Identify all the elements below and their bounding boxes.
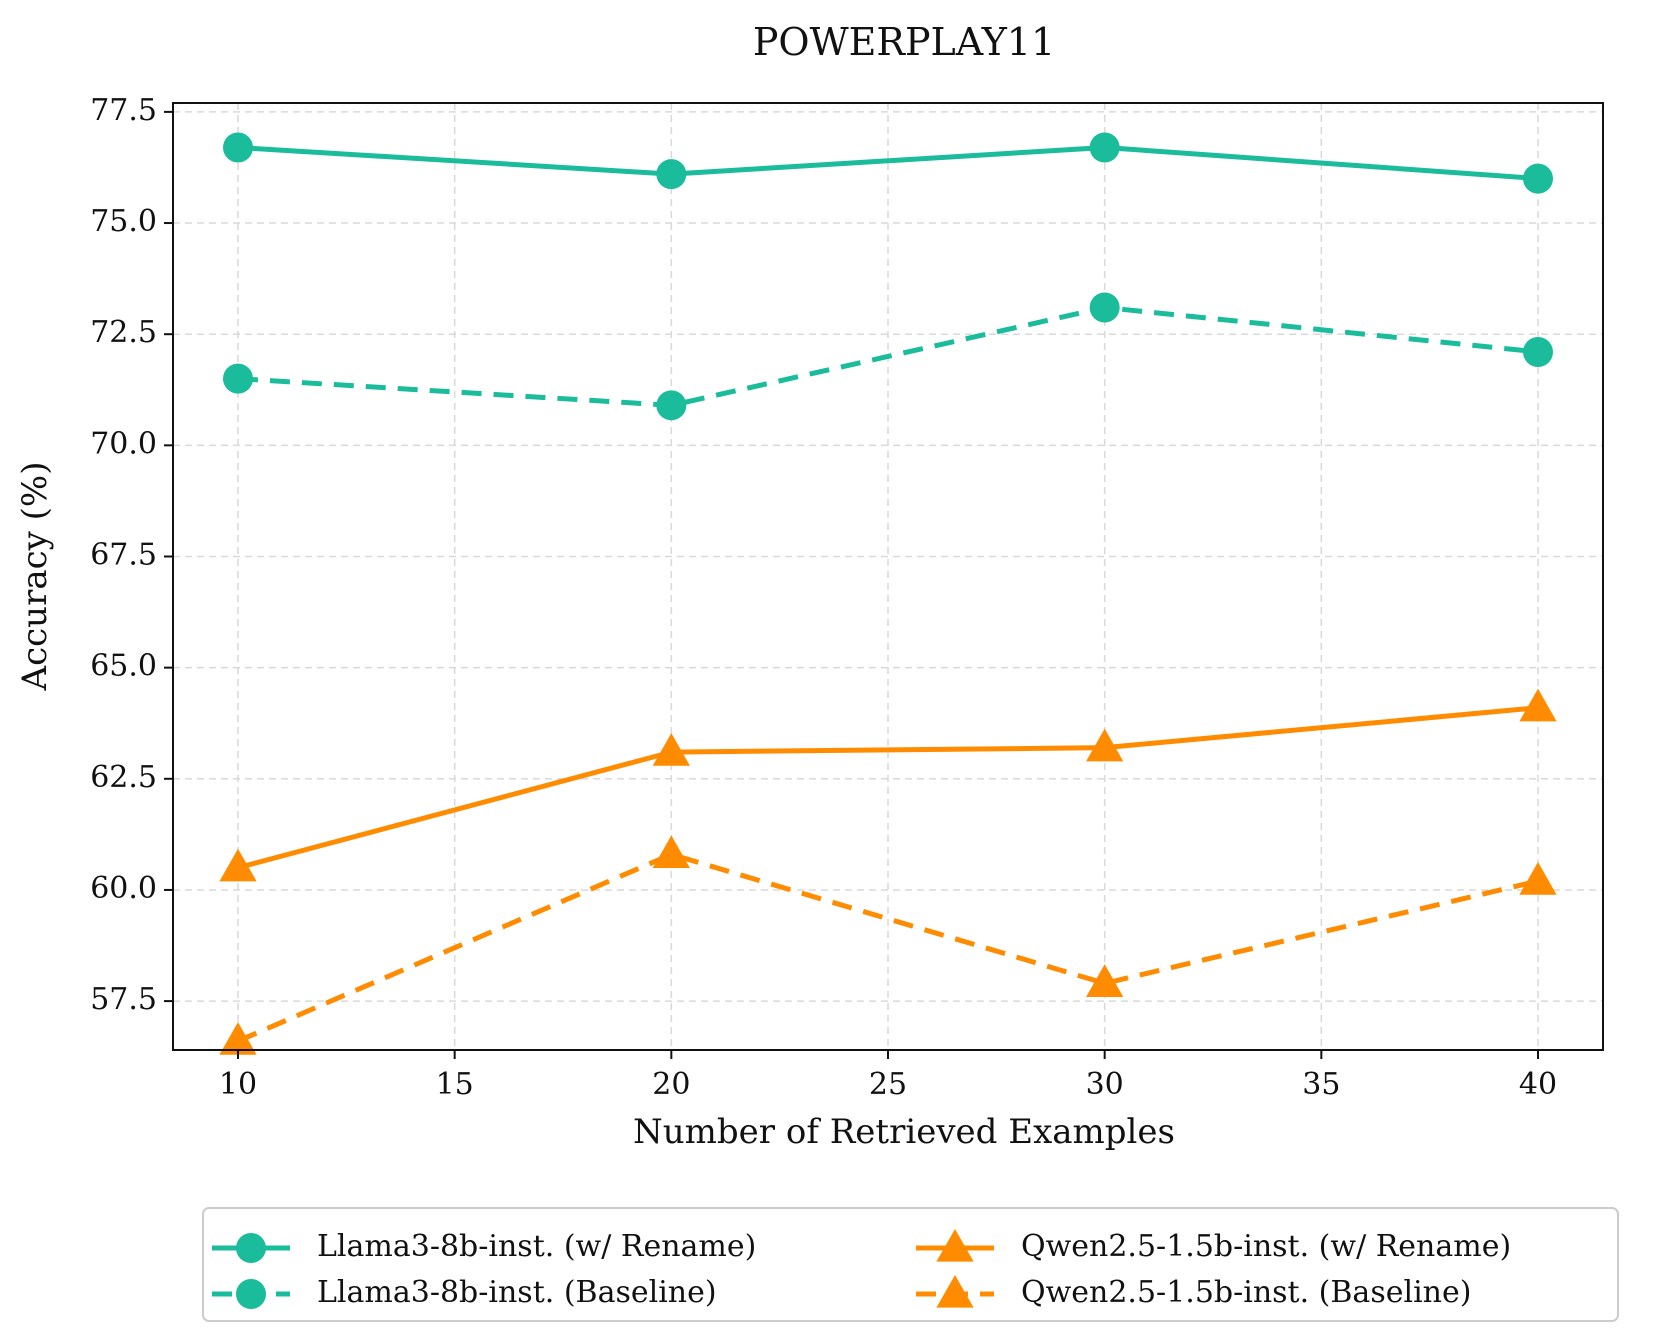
data-point xyxy=(1519,862,1557,895)
data-point xyxy=(652,835,690,869)
series-1 xyxy=(223,292,1553,421)
legend-marker-sample xyxy=(936,1275,974,1308)
y-tick-label: 67.5 xyxy=(90,537,157,572)
series-line xyxy=(237,144,1539,182)
legend-label-qwen-baseline: Qwen2.5-1.5b-inst. (Baseline) xyxy=(1021,1275,1471,1310)
data-point xyxy=(219,1022,257,1055)
y-tick-label: 60.0 xyxy=(90,871,157,906)
chart-title: POWERPLAY11 xyxy=(753,20,1055,64)
legend-label-llama-baseline: Llama3-8b-inst. (Baseline) xyxy=(317,1275,717,1310)
series-3 xyxy=(219,835,1557,1055)
legend-marker-qwen-rename xyxy=(916,1229,994,1262)
data-point xyxy=(1086,728,1124,762)
legend-item-qwen-rename: Qwen2.5-1.5b-inst. (w/ Rename) xyxy=(916,1229,1511,1264)
legend-marker-sample xyxy=(236,1233,266,1263)
x-tick-label: 30 xyxy=(1086,1067,1124,1102)
data-point xyxy=(223,132,253,163)
series-line xyxy=(237,305,1539,408)
x-tick-label: 25 xyxy=(869,1067,907,1102)
data-point xyxy=(1519,688,1557,722)
x-tick-label: 20 xyxy=(652,1067,690,1102)
legend-marker-llama-baseline xyxy=(212,1279,290,1309)
data-point xyxy=(656,390,687,421)
series-2 xyxy=(219,688,1557,882)
data-point xyxy=(219,848,257,882)
legend-marker-llama-rename xyxy=(212,1233,290,1263)
data-point xyxy=(1086,964,1124,997)
legend-item-llama-rename: Llama3-8b-inst. (w/ Rename) xyxy=(212,1229,756,1264)
legend-item-llama-baseline: Llama3-8b-inst. (Baseline) xyxy=(212,1275,717,1310)
x-axis-ticks: 10 15 20 25 30 35 40 xyxy=(219,1050,1557,1102)
x-axis-label: Number of Retrieved Examples xyxy=(633,1112,1175,1152)
legend-item-qwen-baseline: Qwen2.5-1.5b-inst. (Baseline) xyxy=(916,1275,1471,1310)
data-point xyxy=(223,363,253,394)
y-tick-label: 75.0 xyxy=(90,204,157,239)
y-axis-ticks: 57.5 60.0 62.5 65.0 67.5 70.0 72.5 75.0 77.5 xyxy=(90,93,173,1017)
series-line xyxy=(237,705,1539,871)
legend-marker-sample xyxy=(236,1279,266,1309)
legend-label-llama-rename: Llama3-8b-inst. (w/ Rename) xyxy=(317,1229,756,1264)
data-point xyxy=(656,159,687,190)
legend-box xyxy=(202,1207,1619,1322)
legend: Llama3-8b-inst. (w/ Rename) Llama3-8b-in… xyxy=(202,1207,1619,1322)
legend-marker-sample xyxy=(936,1229,974,1262)
y-tick-label: 72.5 xyxy=(90,315,157,350)
series-0 xyxy=(223,132,1553,194)
y-tick-label: 77.5 xyxy=(90,93,157,128)
x-tick-label: 35 xyxy=(1302,1067,1340,1102)
x-tick-label: 10 xyxy=(219,1067,257,1102)
y-axis-label: Accuracy (%) xyxy=(15,462,55,692)
series-group xyxy=(219,132,1557,1055)
series-line xyxy=(237,851,1539,1044)
grid xyxy=(173,103,1603,1050)
x-tick-label: 40 xyxy=(1519,1067,1557,1102)
data-point xyxy=(1523,336,1553,367)
data-point xyxy=(652,733,690,766)
y-tick-label: 70.0 xyxy=(90,426,157,461)
data-point xyxy=(1523,163,1553,194)
y-tick-label: 57.5 xyxy=(90,982,157,1017)
data-point xyxy=(1089,132,1120,163)
data-point xyxy=(1089,292,1120,323)
y-tick-label: 62.5 xyxy=(90,760,157,795)
x-tick-label: 15 xyxy=(436,1067,474,1102)
legend-label-qwen-rename: Qwen2.5-1.5b-inst. (w/ Rename) xyxy=(1021,1229,1511,1264)
legend-marker-qwen-baseline xyxy=(916,1275,994,1308)
y-tick-label: 65.0 xyxy=(90,649,157,684)
